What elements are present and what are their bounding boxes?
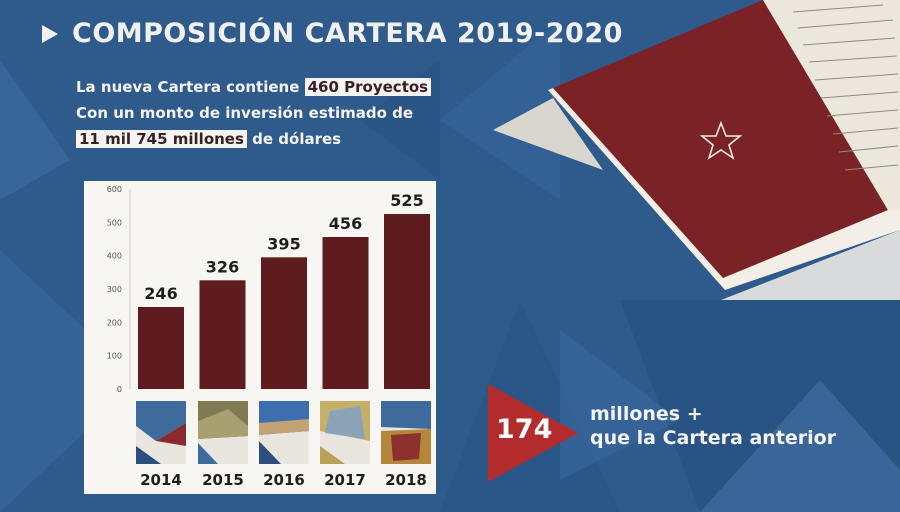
- difference-note: millones + que la Cartera anterior: [590, 402, 836, 450]
- info-line3-suffix: de dólares: [252, 130, 342, 148]
- y-tick-label: 400: [107, 252, 122, 261]
- book-image: [493, 0, 900, 300]
- info-line1-prefix: La nueva Cartera contiene: [76, 78, 300, 96]
- data-label-2014: 246: [144, 284, 177, 303]
- cover-thumbnail-2015: [198, 401, 248, 464]
- bar-2015: [199, 280, 246, 389]
- cover-thumbnail-2017: [320, 401, 370, 464]
- play-icon: [42, 24, 58, 43]
- difference-badge: [488, 384, 578, 482]
- year-label-2018: 2018: [385, 471, 427, 489]
- year-label-2014: 2014: [140, 471, 182, 489]
- bar-2014: [138, 307, 184, 389]
- chart-card: 0 100 200 300 400 500 600 246 326 395 456 525 2014 …: [84, 181, 436, 494]
- bar-2017: [322, 237, 369, 389]
- y-tick-label: 0: [117, 385, 122, 394]
- data-label-2018: 525: [390, 191, 423, 210]
- title-row: COMPOSICIÓN CARTERA 2019-2020: [42, 18, 623, 49]
- y-tick-label: 200: [107, 318, 122, 327]
- y-tick-label: 300: [107, 285, 122, 294]
- year-label-2016: 2016: [263, 471, 305, 489]
- page-title: COMPOSICIÓN CARTERA 2019-2020: [72, 18, 623, 49]
- bar-2018: [384, 214, 430, 389]
- note-line2: que la Cartera anterior: [590, 427, 837, 449]
- y-tick-label: 100: [107, 352, 122, 361]
- bar-2016: [261, 257, 307, 389]
- data-label-2015: 326: [206, 257, 239, 276]
- data-label-2017: 456: [329, 214, 362, 233]
- projects-highlight: 460 Proyectos: [304, 78, 432, 96]
- amount-highlight: 11 mil 745 millones: [76, 130, 247, 148]
- info-line2: Con un monto de inversión estimado de: [76, 104, 414, 122]
- cover-thumbnail-2014: [136, 401, 186, 464]
- note-line1: millones +: [590, 403, 703, 425]
- info-text: La nueva Cartera contiene 460 Proyectos …: [76, 74, 432, 152]
- year-label-2017: 2017: [324, 471, 366, 489]
- y-tick-label: 600: [107, 185, 122, 194]
- y-tick-label: 500: [107, 218, 122, 227]
- cover-thumbnail-2018: [381, 401, 431, 464]
- bar-chart: 0 100 200 300 400 500 600 246 326 395 456 525: [107, 185, 430, 394]
- difference-value: 174: [496, 414, 553, 445]
- data-label-2016: 395: [267, 234, 300, 253]
- cover-thumbnail-2016: [259, 401, 309, 464]
- year-label-2015: 2015: [202, 471, 244, 489]
- star-icon: [699, 120, 743, 160]
